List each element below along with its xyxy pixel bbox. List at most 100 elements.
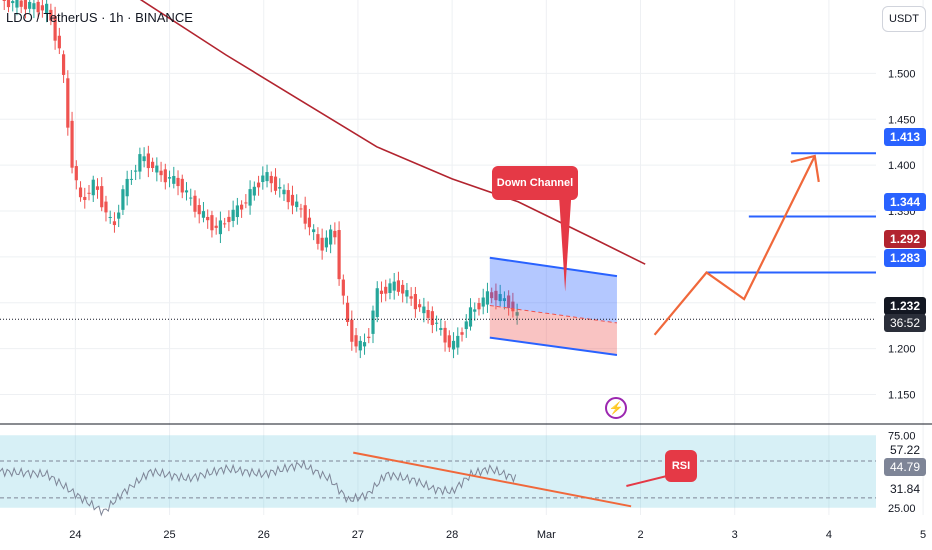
lightning-icon[interactable]: ⚡ (605, 397, 627, 419)
candle-body (23, 0, 28, 10)
rsi-callout[interactable]: RSI (665, 450, 697, 482)
candle-body (91, 179, 95, 196)
candle-body (401, 284, 405, 294)
candle-body (244, 202, 248, 204)
candle-body (362, 342, 367, 347)
candle-body (456, 335, 460, 348)
candle-body (485, 291, 490, 305)
channel-bottom-line[interactable] (489, 336, 618, 357)
candle-body (66, 78, 70, 128)
candle-body (108, 216, 112, 218)
candle-body (371, 310, 375, 334)
candle-body (468, 307, 473, 327)
projection-path[interactable] (653, 155, 816, 336)
candle-body (443, 327, 447, 343)
candle-body (261, 175, 265, 183)
candle-body (163, 169, 167, 183)
candle-body (269, 175, 273, 184)
candle-body (218, 220, 223, 235)
candle-body (134, 170, 138, 172)
candle-body (409, 296, 413, 299)
candle-body (248, 189, 252, 206)
candle-body (45, 3, 49, 14)
candle-body (129, 178, 133, 180)
projection-arrowhead (790, 154, 820, 183)
candle-body (396, 280, 401, 292)
candle-body (515, 312, 519, 316)
x-tick-28: 28 (446, 529, 458, 541)
candle-body (388, 283, 392, 294)
price-tick-1-450: 1.450 (888, 114, 916, 126)
x-tick-4: 4 (826, 529, 832, 541)
candle-body (299, 208, 303, 210)
candle-body (511, 301, 515, 312)
moving-average-line (139, 0, 646, 265)
x-tick-26: 26 (258, 529, 270, 541)
candle-body (498, 294, 502, 302)
x-tick-3: 3 (732, 529, 738, 541)
candle-body (78, 187, 83, 198)
candle-body (337, 230, 341, 280)
candle-body (28, 1, 32, 9)
candle-body (227, 216, 231, 223)
price-tag-1344: 1.344 (883, 193, 926, 211)
candle-body (240, 204, 244, 210)
x-tick-5: 5 (920, 529, 926, 541)
candle-body (473, 309, 477, 312)
price-tick-1-400: 1.400 (888, 160, 916, 172)
candle-body (231, 209, 235, 221)
price-tick-1-500: 1.500 (888, 68, 916, 80)
candle-body (333, 230, 337, 238)
candle-countdown: 36:52 (883, 314, 926, 332)
candle-body (278, 187, 282, 189)
candle-body (19, 0, 23, 7)
candle-body (11, 1, 15, 4)
candle-body (507, 295, 511, 308)
candle-body (95, 186, 100, 190)
currency-button[interactable]: USDT (882, 6, 926, 32)
rsi-tag-5722: 57.22 (889, 443, 920, 457)
callout-pointer (559, 198, 572, 292)
candle-body (265, 172, 269, 182)
candle-body (32, 3, 36, 10)
candle-body (447, 335, 451, 348)
symbol-title: LDO / TetherUS · 1h · BINANCE (6, 10, 193, 25)
candle-body (193, 195, 197, 212)
candle-body (117, 212, 121, 219)
candle-body (210, 215, 214, 231)
candle-body (125, 178, 129, 197)
candle-body (256, 182, 261, 188)
x-tick-2: 2 (637, 529, 643, 541)
candle-body (434, 322, 439, 324)
candle-body (223, 223, 227, 225)
candle-body (413, 294, 417, 310)
candle-body (104, 201, 108, 213)
channel-top-line[interactable] (489, 256, 618, 278)
candle-body (176, 177, 180, 187)
candle-body (197, 205, 201, 215)
candle-body (74, 166, 78, 181)
candle-body (358, 340, 362, 351)
candle-body (384, 286, 388, 294)
rsi-line (0, 459, 517, 517)
rsi-divergence-line[interactable] (353, 451, 632, 508)
candle-body (286, 190, 290, 203)
rsi-band (0, 435, 876, 508)
candle-body (324, 237, 328, 248)
x-tick-27: 27 (352, 529, 364, 541)
candle-body (464, 321, 468, 330)
candle-body (405, 290, 409, 297)
candle-body (426, 310, 430, 318)
candle-body (303, 205, 307, 224)
down-channel-callout[interactable]: Down Channel (492, 166, 578, 200)
price-tag-1413: 1.413 (883, 128, 926, 146)
candle-body (184, 190, 189, 193)
candle-body (189, 197, 193, 199)
candle-body (53, 15, 57, 41)
candle-body (172, 176, 176, 184)
candle-body (252, 186, 256, 196)
candle-body (87, 192, 91, 194)
candle-body (49, 9, 53, 21)
